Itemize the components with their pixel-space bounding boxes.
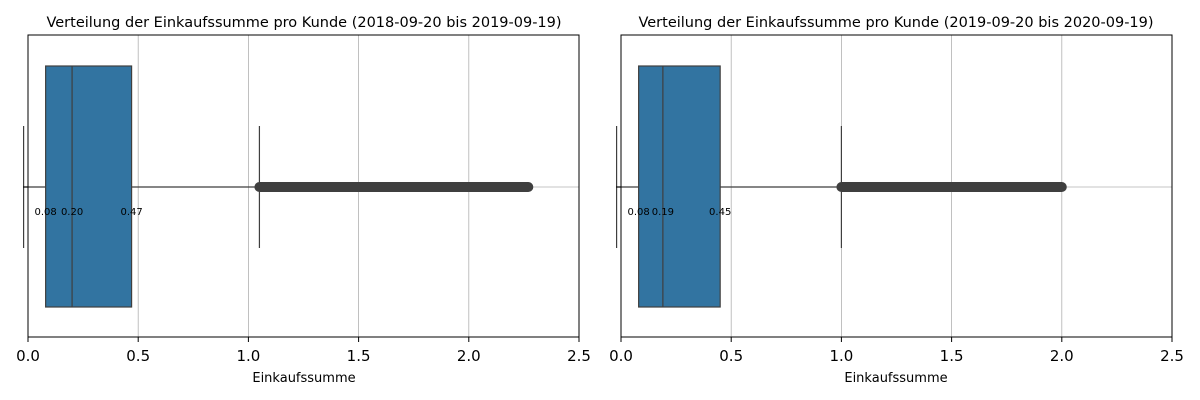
chart-title: Verteilung der Einkaufssumme pro Kunde (…	[638, 15, 1153, 31]
axes-frame	[27, 34, 580, 338]
x-tick-label: 2.0	[457, 347, 481, 365]
x-tick-label: 0.0	[609, 347, 633, 365]
x-axis-label: Einkaufssumme	[844, 371, 947, 386]
box-iqr	[638, 65, 721, 308]
x-tick-label: 2.5	[1160, 347, 1184, 365]
x-tick-label: 1.5	[940, 347, 964, 365]
x-tick-label: 1.5	[347, 347, 371, 365]
x-tick-label: 0.0	[16, 347, 40, 365]
x-tick-label: 1.0	[829, 347, 853, 365]
quartile-label: 0.19	[652, 207, 674, 218]
quartile-label: 0.08	[627, 207, 649, 218]
chart-panel-right: Verteilung der Einkaufssumme pro Kunde (…	[609, 15, 1184, 386]
x-tick-label: 2.5	[567, 347, 591, 365]
x-tick-label: 0.5	[126, 347, 150, 365]
chart-title: Verteilung der Einkaufssumme pro Kunde (…	[46, 15, 561, 31]
quartile-label: 0.20	[61, 207, 83, 218]
x-tick-label: 1.0	[236, 347, 260, 365]
chart-panel-left: Verteilung der Einkaufssumme pro Kunde (…	[16, 15, 591, 386]
x-axis-label: Einkaufssumme	[252, 371, 355, 386]
quartile-label: 0.08	[34, 207, 56, 218]
x-tick-label: 2.0	[1050, 347, 1074, 365]
box-iqr	[45, 65, 133, 308]
x-tick-label: 0.5	[719, 347, 743, 365]
quartile-label: 0.47	[120, 207, 142, 218]
quartile-label: 0.45	[709, 207, 731, 218]
axes-frame	[620, 34, 1173, 338]
